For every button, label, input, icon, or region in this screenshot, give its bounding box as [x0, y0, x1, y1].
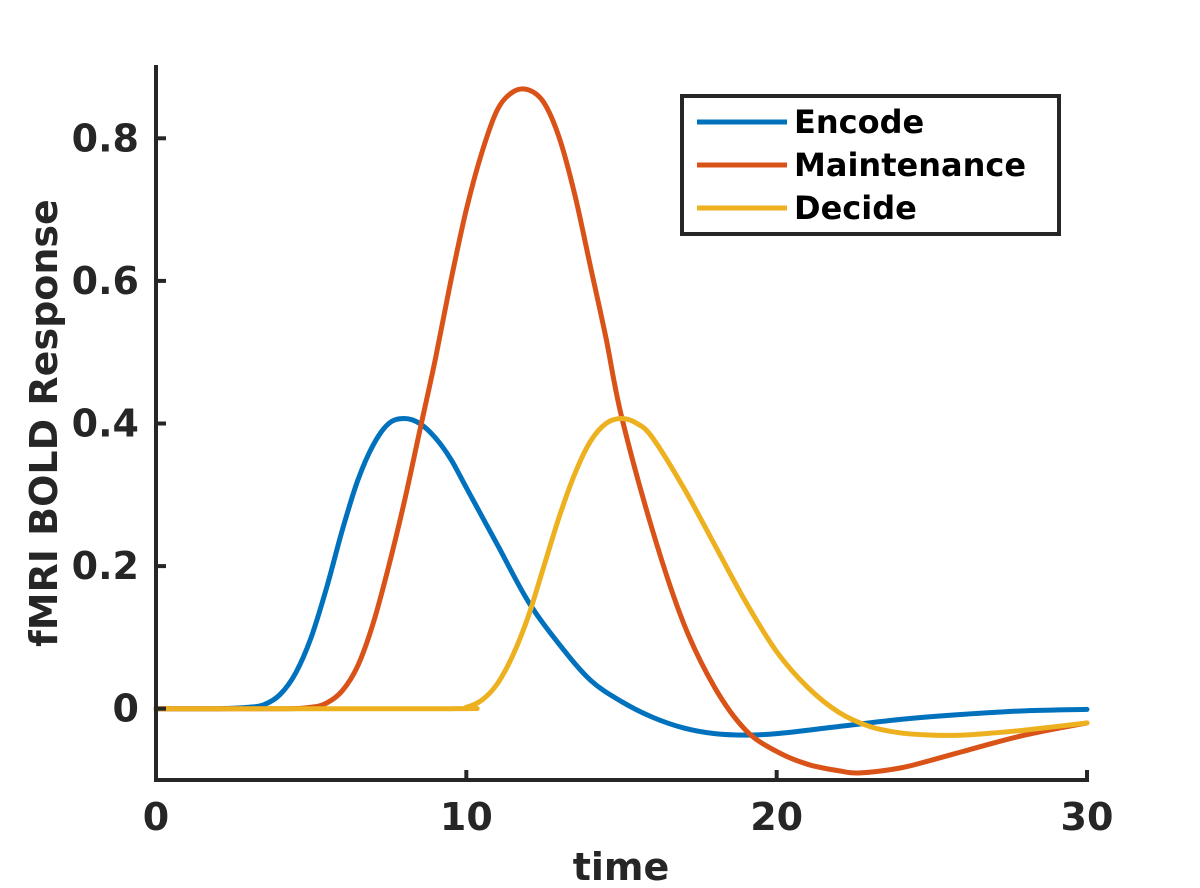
x-axis-label: time [573, 845, 670, 888]
legend: Encode Maintenance Decide [682, 96, 1059, 234]
x-tick-label: 10 [440, 795, 493, 839]
x-tick-label: 0 [143, 795, 169, 839]
legend-label-maintenance: Maintenance [794, 146, 1026, 184]
legend-label-decide: Decide [794, 189, 917, 227]
y-tick-label: 0.4 [72, 402, 139, 446]
y-tick-label: 0.2 [72, 544, 139, 588]
y-axis-label: fMRI BOLD Response [22, 199, 66, 647]
legend-label-encode: Encode [794, 103, 924, 141]
y-tick-label: 0.8 [72, 116, 139, 160]
series-line-decide [156, 419, 1087, 736]
series-line-encode [156, 419, 1087, 736]
y-tick-label: 0 [113, 687, 139, 731]
y-tick-label: 0.6 [72, 259, 139, 303]
x-tick-label: 20 [750, 795, 803, 839]
x-tick-label: 30 [1061, 795, 1114, 839]
